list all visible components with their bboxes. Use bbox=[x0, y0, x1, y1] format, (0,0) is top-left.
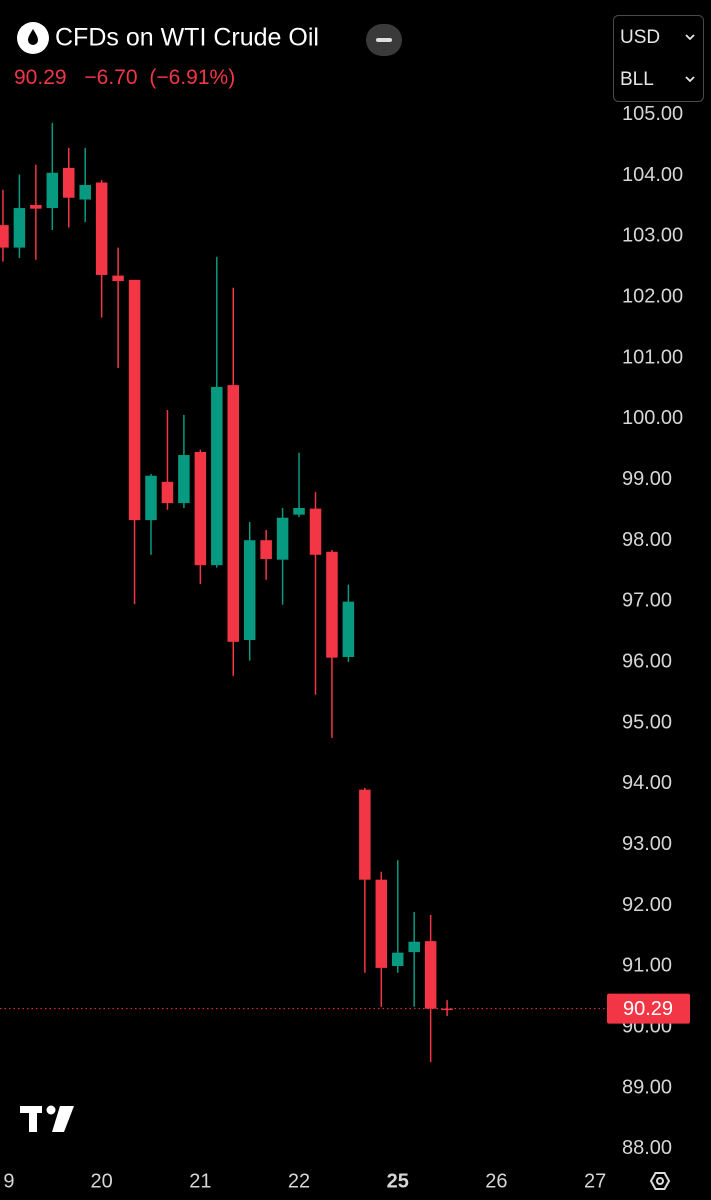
y-tick-label: 99.00 bbox=[622, 468, 672, 490]
settings-icon bbox=[656, 1177, 664, 1185]
candle-body bbox=[194, 452, 207, 566]
candle-body bbox=[260, 540, 272, 560]
last-price-label: 90.29 bbox=[623, 998, 673, 1020]
price-change-pct: (−6.91%) bbox=[149, 66, 235, 89]
y-tick-label: 91.00 bbox=[622, 955, 672, 977]
chart-title[interactable]: CFDs on WTI Crude Oil bbox=[55, 24, 319, 52]
y-tick-label: 88.00 bbox=[622, 1137, 672, 1159]
x-tick-label: 25 bbox=[387, 1170, 409, 1192]
candle-body bbox=[13, 208, 26, 248]
candle-body bbox=[375, 879, 388, 968]
currency-select[interactable]: USD bbox=[620, 27, 660, 48]
candle-body bbox=[30, 205, 42, 209]
candle-body bbox=[243, 540, 256, 640]
candle-body bbox=[161, 481, 174, 504]
price-change: −6.70 bbox=[84, 66, 137, 89]
unit-selector bbox=[613, 15, 704, 102]
drop-icon bbox=[28, 29, 38, 45]
y-tick-label: 102.00 bbox=[622, 286, 683, 308]
candle-body bbox=[326, 551, 338, 658]
candle-body bbox=[211, 386, 223, 566]
y-tick-label: 104.00 bbox=[622, 164, 683, 186]
candle-body bbox=[95, 182, 108, 275]
candle-body bbox=[178, 455, 190, 504]
candle-body bbox=[128, 279, 141, 521]
axes: 88.0089.0090.0091.0092.0093.0094.0095.00… bbox=[2, 103, 690, 1192]
candle-body bbox=[359, 789, 371, 880]
y-tick-label: 92.00 bbox=[622, 894, 672, 916]
y-tick-label: 89.00 bbox=[622, 1076, 672, 1098]
candle-body bbox=[79, 184, 91, 200]
candle-body bbox=[46, 172, 59, 209]
y-tick-label: 101.00 bbox=[622, 346, 683, 368]
candle-body bbox=[145, 475, 157, 521]
candle-body bbox=[408, 941, 420, 953]
y-tick-label: 103.00 bbox=[622, 225, 683, 247]
y-tick-label: 95.00 bbox=[622, 711, 672, 733]
quote-line: 90.29 −6.70 (−6.91%) bbox=[14, 66, 235, 89]
chevron bbox=[685, 34, 695, 41]
candle-body bbox=[309, 508, 322, 555]
candle-body bbox=[342, 601, 355, 658]
x-tick-label: 9 bbox=[3, 1170, 14, 1192]
y-tick-label: 105.00 bbox=[622, 103, 683, 125]
last-price-tag bbox=[607, 993, 690, 1024]
candle-body bbox=[424, 941, 437, 1009]
candle-body bbox=[63, 167, 75, 198]
y-tick-label: 93.00 bbox=[622, 833, 672, 855]
chevron bbox=[685, 76, 695, 83]
tradingview-logo bbox=[20, 1105, 74, 1132]
y-tick-label: 97.00 bbox=[622, 590, 672, 612]
minus-icon bbox=[376, 38, 392, 42]
unit-select[interactable]: BLL bbox=[620, 69, 654, 90]
settings-button[interactable] bbox=[649, 1172, 671, 1190]
last-price: 90.29 bbox=[14, 66, 67, 89]
candle-body bbox=[391, 952, 404, 967]
candle-body bbox=[227, 385, 240, 642]
candle-body bbox=[112, 275, 124, 282]
candle-body bbox=[0, 225, 9, 248]
y-tick-label: 98.00 bbox=[622, 529, 672, 551]
x-tick-label: 20 bbox=[91, 1170, 113, 1192]
x-tick-label: 26 bbox=[485, 1170, 507, 1192]
y-tick-label: 96.00 bbox=[622, 651, 672, 673]
candle-body bbox=[293, 507, 305, 515]
y-tick-label: 100.00 bbox=[622, 407, 683, 429]
candle-body bbox=[441, 1008, 453, 1011]
x-tick-label: 27 bbox=[584, 1170, 606, 1192]
x-tick-label: 21 bbox=[189, 1170, 211, 1192]
plot-area bbox=[0, 122, 607, 1063]
candle-body bbox=[276, 517, 289, 560]
x-tick-label: 22 bbox=[288, 1170, 310, 1192]
y-tick-label: 94.00 bbox=[622, 772, 672, 794]
